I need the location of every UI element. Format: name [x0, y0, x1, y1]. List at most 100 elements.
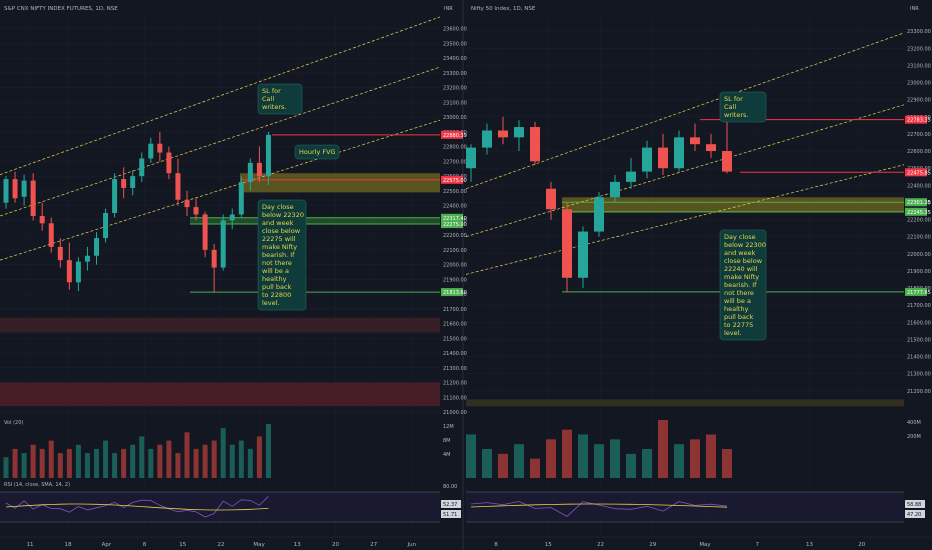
left-x-tick-label: 13: [294, 542, 301, 548]
left-x-tick-label: 18: [65, 542, 72, 548]
left-volume-label[interactable]: Vol (20): [4, 420, 23, 426]
left-callout-condition-line-3: close below: [262, 227, 301, 235]
left-candle-body: [94, 238, 99, 256]
right-y-tick-label: 22900.00: [907, 98, 931, 104]
right-callout-sl-line-0: SL for: [724, 95, 743, 103]
right-channel-line: [465, 104, 905, 238]
left-candle-body: [184, 199, 190, 208]
right-y-tick-label: 23200.00: [907, 46, 931, 52]
left-fvg-zone: [240, 173, 440, 193]
left-callout-condition-line-2: and week: [262, 219, 294, 227]
left-y-tick-label: 21900.00: [443, 277, 467, 283]
left-callout-condition-line-12: level.: [262, 299, 280, 307]
left-y-tick-label: 21100.00: [443, 395, 467, 401]
left-volume-bar: [103, 440, 109, 478]
left-volume-bar: [265, 424, 271, 478]
left-volume-bar: [84, 453, 90, 478]
right-volume-tick-label: 200M: [907, 434, 921, 440]
left-callout-condition-line-1: below 22320: [262, 211, 304, 219]
left-volume-bar: [75, 444, 81, 478]
right-channel-line: [465, 32, 905, 190]
left-callout-condition-line-4: 22275 will: [262, 235, 296, 243]
left-candle-body: [193, 207, 199, 215]
left-rsi-value-box: [441, 500, 461, 508]
right-price-label: 22783.35: [907, 118, 931, 124]
left-y-tick-label: 23600.00: [443, 27, 467, 33]
left-rsi-label[interactable]: RSI (14, close, SMA, 14, 2): [4, 482, 70, 488]
left-candle-body: [166, 152, 172, 174]
left-callout-condition-line-11: to 22800: [262, 291, 291, 299]
left-price-label: 22880.39: [443, 133, 467, 139]
left-volume-bar: [148, 448, 154, 478]
left-y-tick-label: 23100.00: [443, 100, 467, 106]
right-price-label-box: [905, 198, 927, 207]
left-callout-condition-line-0: Day close: [262, 203, 294, 211]
right-callout-condition-line-1: below 22300: [724, 241, 766, 249]
right-callout-sl-line-1: Call: [724, 103, 736, 111]
left-volume-bar: [3, 457, 9, 478]
right-price-label-box: [905, 168, 927, 177]
right-y-tick-label: 23300.00: [907, 29, 931, 35]
left-candle-body: [175, 173, 181, 200]
left-x-tick-label: 27: [370, 542, 377, 548]
right-price-label: 22475.85: [907, 170, 931, 176]
right-candle-body: [690, 137, 700, 145]
right-y-tick-label: 21700.00: [907, 303, 931, 309]
left-x-tick-label: 11: [27, 542, 34, 548]
left-y-tick-label: 22100.00: [443, 248, 467, 254]
left-y-tick-label: 22700.00: [443, 159, 467, 165]
right-y-tick-label: 22100.00: [907, 235, 931, 241]
right-volume-bar: [578, 434, 588, 478]
left-volume-bar: [238, 440, 244, 478]
right-volume-bar: [642, 449, 652, 478]
right-candle-body: [642, 147, 652, 172]
left-volume-bar: [247, 448, 253, 478]
left-volume-bar: [130, 444, 136, 478]
left-y-tick-label: 23400.00: [443, 56, 467, 62]
left-callout-condition-line-8: will be a: [262, 267, 289, 275]
right-volume-bar: [626, 453, 636, 478]
right-currency-label[interactable]: INR: [910, 6, 919, 12]
right-price-label: 22245.35: [907, 210, 931, 216]
left-candle-body: [202, 214, 208, 250]
left-currency-label[interactable]: INR: [444, 6, 453, 12]
left-volume-bar: [57, 453, 63, 478]
left-candle-body: [66, 260, 72, 283]
left-candle-body: [75, 261, 81, 283]
right-candle-body: [466, 147, 476, 169]
right-volume-bar: [722, 449, 732, 478]
left-rsi-band: [0, 492, 440, 522]
right-rsi-value-label: 47.20: [907, 512, 921, 518]
left-x-tick-label: 15: [179, 542, 186, 548]
left-candle-body: [103, 213, 109, 239]
left-callout-sl-line-2: writers.: [262, 103, 286, 111]
right-y-tick-label: 23000.00: [907, 81, 931, 87]
left-candle-body: [130, 176, 136, 188]
left-candle-body: [148, 143, 154, 159]
right-callout-condition-line-4: 22240 will: [724, 265, 758, 273]
right-x-tick-label: 13: [806, 542, 813, 548]
left-volume-bar: [256, 436, 262, 478]
left-y-tick-label: 21300.00: [443, 366, 467, 372]
left-candle-body: [139, 158, 145, 177]
left-red-zone-lower: [0, 382, 440, 407]
left-rsi-ma-line: [5, 503, 269, 511]
right-y-tick-label: 21400.00: [907, 355, 931, 361]
left-price-label: 21813.60: [443, 290, 467, 296]
left-volume-bar: [229, 444, 235, 478]
right-x-tick-label: May: [699, 542, 711, 548]
right-volume-bar: [690, 439, 700, 478]
right-callout-condition-line-0: Day close: [724, 233, 756, 241]
right-price-label: 22301.25: [907, 200, 931, 206]
left-candle-body: [211, 249, 217, 268]
left-callout-condition-box: [257, 199, 307, 311]
right-y-tick-label: 21900.00: [907, 269, 931, 275]
left-volume-bar: [202, 444, 208, 478]
left-volume-bar: [21, 453, 27, 478]
left-y-tick-label: 22500.00: [443, 189, 467, 195]
left-candle-body: [220, 220, 226, 268]
left-price-label: 22275.00: [443, 222, 467, 228]
right-volume-bar: [482, 449, 492, 478]
right-callout-sl-line-2: writers.: [724, 111, 748, 119]
right-candle-body: [482, 130, 492, 148]
